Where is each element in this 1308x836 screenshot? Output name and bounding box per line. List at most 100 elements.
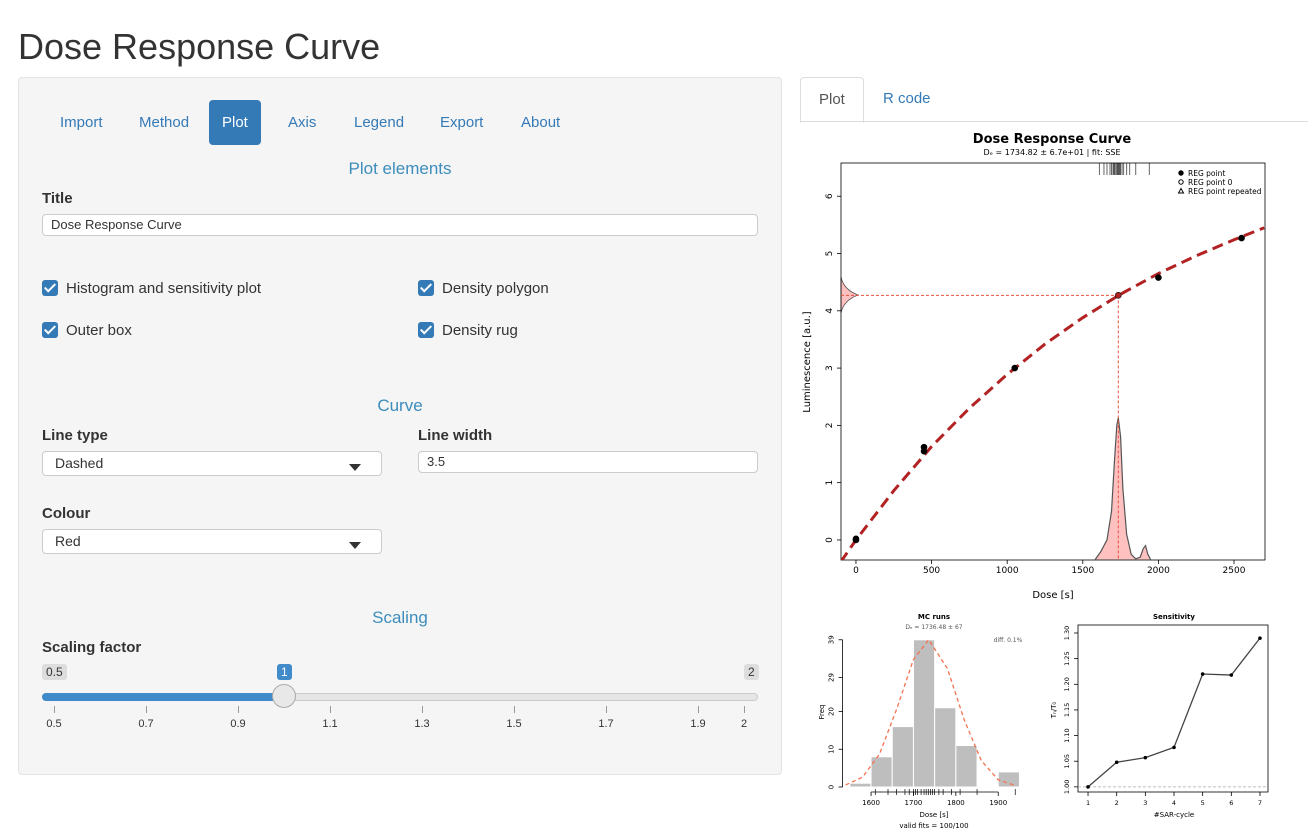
y-tick-label: 4 <box>825 308 835 314</box>
x-tick-label: 4 <box>1172 799 1176 807</box>
plot-box <box>1077 624 1269 793</box>
footnote: valid fits = 100/100 <box>899 822 968 830</box>
check-mark <box>418 322 434 338</box>
x-axis-label: Dose [s] <box>1032 590 1073 601</box>
slider-tick-label: 2 <box>740 718 748 730</box>
checkbox-label: Density polygon <box>442 280 549 297</box>
page-title: Dose Response Curve <box>18 26 381 67</box>
slider-value: 1 <box>277 664 292 680</box>
slider-tick-label: 1.3 <box>414 718 430 730</box>
bar <box>997 771 1020 788</box>
bar <box>934 707 957 788</box>
tab[interactable]: Legend <box>354 114 405 131</box>
checkbox[interactable]: Outer box <box>42 322 132 339</box>
section-heading: Curve <box>377 396 423 415</box>
plots: 0 500 1000 1500 2000 2500 0 1 2 3 4 5 6 Dose Response… <box>802 132 1269 830</box>
slider-tick <box>606 706 607 713</box>
title-input[interactable]: Dose Response Curve <box>42 214 758 236</box>
y-axis-label: Luminescence [a.u.] <box>802 311 813 412</box>
density <box>1094 417 1152 560</box>
field-label: Title <box>42 190 73 207</box>
y-tick-label: 0 <box>825 537 835 543</box>
chart-title: MC runs <box>918 613 950 621</box>
colour-select[interactable]: Red <box>42 529 382 554</box>
y-tick-label: 1.20 <box>1063 677 1071 691</box>
slider-tick-label: 1.5 <box>506 718 522 730</box>
y-tick-label: 1 <box>825 480 835 486</box>
x-axis-label: #SAR-cycle <box>1154 811 1194 819</box>
point <box>1011 364 1019 372</box>
check-mark <box>42 322 58 338</box>
slider-tick-label: 1.1 <box>322 718 338 730</box>
tab[interactable]: Plot <box>800 77 864 123</box>
chart-title: Sensitivity <box>1153 613 1195 621</box>
x-tick-label: 1900 <box>989 799 1007 807</box>
tab[interactable]: Plot <box>209 100 261 145</box>
legend-marker <box>1178 170 1184 176</box>
y-tick-label: 5 <box>825 251 835 257</box>
slider-tick <box>54 706 55 713</box>
tab[interactable]: About <box>521 114 561 131</box>
tab[interactable]: Export <box>440 114 484 131</box>
check-mark <box>42 280 58 296</box>
field-label: Scaling factor <box>42 639 142 656</box>
slider-tick <box>514 706 515 713</box>
x-tick-label: 2500 <box>1223 566 1246 576</box>
checkbox-label: Density rug <box>442 322 518 339</box>
slider-tick-label: 0.9 <box>230 718 246 730</box>
x-tick-label: 1 <box>1086 799 1090 807</box>
slider-tick-label: 0.7 <box>138 718 154 730</box>
y-tick-label: 10 <box>828 745 836 754</box>
slider-tick-label: 1.9 <box>690 718 706 730</box>
slider-min: 0.5 <box>42 664 67 680</box>
tab[interactable]: Method <box>139 114 190 131</box>
slider-tick <box>238 706 239 713</box>
x-tick-label: 1700 <box>905 799 923 807</box>
legend-label: REG point repeated <box>1188 187 1262 196</box>
slider-max: 2 <box>744 664 759 680</box>
x-tick-label: 7 <box>1258 799 1262 807</box>
point <box>1258 636 1262 640</box>
y-tick-label: 2 <box>825 423 835 429</box>
line-width-input[interactable]: 3.5 <box>418 451 758 473</box>
y-tick-label: 1.05 <box>1063 754 1071 768</box>
point <box>1200 672 1205 676</box>
legend-label: REG point <box>1188 169 1225 178</box>
slider-tick-label: 0.5 <box>46 718 62 730</box>
y-tick-label: 1.30 <box>1063 626 1071 640</box>
y-axis-label: Freq <box>818 705 826 720</box>
x-tick-label: 6 <box>1229 799 1233 807</box>
point <box>1172 745 1176 750</box>
field-label: Colour <box>42 505 91 522</box>
y-axis-label: Tₙ/T₀ <box>1050 702 1058 720</box>
x-tick-label: 3 <box>1143 799 1147 807</box>
tab[interactable]: Import <box>60 114 103 131</box>
y-tick-label: 39 <box>828 635 836 644</box>
y-tick-label: 0 <box>828 785 836 789</box>
tab[interactable]: R code <box>883 90 931 107</box>
x-tick-label: 2000 <box>1147 566 1170 576</box>
plot-box <box>840 162 1266 561</box>
y-tick-label: 1.10 <box>1063 728 1071 742</box>
chart-subtitle: Dₑ = 1736.48 ± 67 <box>905 624 962 631</box>
tab[interactable]: Axis <box>288 114 317 131</box>
slider-tick <box>744 706 745 713</box>
fit-curve <box>841 226 1265 560</box>
slider-handle[interactable] <box>272 684 296 708</box>
line-type-select[interactable]: Dashed <box>42 451 382 476</box>
point <box>1114 760 1119 765</box>
legend-marker <box>1178 179 1184 185</box>
point <box>1143 755 1148 760</box>
checkbox[interactable]: Density rug <box>418 322 518 339</box>
x-tick-label: 1500 <box>1071 566 1094 576</box>
settings-panel: Import Method Plot Axis Legend Export About Pl… <box>18 77 782 775</box>
point <box>1238 234 1245 242</box>
checkbox[interactable]: Histogram and sensitivity plot <box>42 280 261 297</box>
slider-tick-label: 1.7 <box>598 718 614 730</box>
x-tick-label: 1000 <box>996 566 1019 576</box>
tab-border <box>800 121 1308 122</box>
input-value: 3.5 <box>427 454 446 469</box>
bar <box>912 639 936 788</box>
slider-tick <box>698 706 699 713</box>
checkbox[interactable]: Density polygon <box>418 280 549 297</box>
